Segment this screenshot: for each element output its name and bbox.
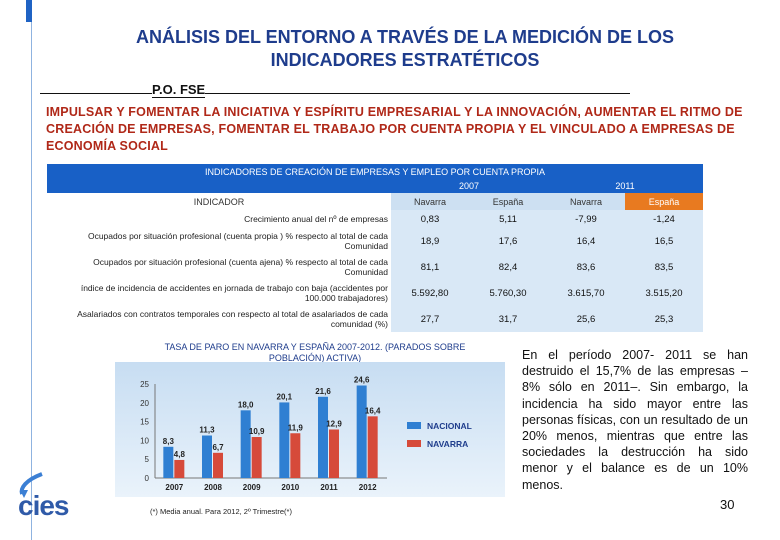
logo-swoosh-icon xyxy=(19,472,43,498)
data-label: 8,3 xyxy=(163,437,175,446)
table-cell: 16,5 xyxy=(625,228,703,254)
data-label: 21,6 xyxy=(315,387,331,396)
bar-nacional-2011 xyxy=(318,396,328,478)
bar-navarra-2012 xyxy=(367,416,378,478)
indicator-column-header: INDICADOR xyxy=(47,193,391,210)
cies-logo: cies xyxy=(12,470,84,526)
indicators-table: INDICADORES DE CREACIÓN DE EMPRESAS Y EM… xyxy=(47,164,703,332)
legend-swatch-nacional xyxy=(407,422,421,429)
table-header: INDICADORES DE CREACIÓN DE EMPRESAS Y EM… xyxy=(47,164,703,179)
data-label: 20,1 xyxy=(277,392,293,401)
legend-swatch-navarra xyxy=(407,440,421,447)
row-label: Asalariados con contratos temporales con… xyxy=(47,306,391,332)
data-label: 16,4 xyxy=(365,406,381,415)
y-tick-label: 5 xyxy=(145,455,150,464)
bar-nacional-2009 xyxy=(240,410,251,478)
table-row: Asalariados con contratos temporales con… xyxy=(47,306,703,332)
x-tick-label: 2011 xyxy=(320,483,338,492)
data-label: 11,3 xyxy=(199,426,215,435)
bar-navarra-2008 xyxy=(213,452,223,478)
data-label: 11,9 xyxy=(288,423,304,432)
x-tick-label: 2010 xyxy=(281,483,299,492)
table-cell: 5.760,30 xyxy=(469,280,547,306)
program-label: P.O. FSE xyxy=(152,82,206,98)
col-espana-2007: España xyxy=(469,193,547,210)
table-row: índice de incidencia de accidentes en jo… xyxy=(47,280,703,306)
table-cell: 83,6 xyxy=(547,254,625,280)
bar-nacional-2012 xyxy=(356,385,367,478)
chart-title: TASA DE PARO EN NAVARRA Y ESPAÑA 2007-20… xyxy=(164,342,466,363)
bar-nacional-2007 xyxy=(163,446,174,478)
bar-navarra-2011 xyxy=(329,429,339,478)
data-label: 4,8 xyxy=(174,450,186,459)
table-cell: -7,99 xyxy=(547,210,625,228)
table-cell: 31,7 xyxy=(469,306,547,332)
x-tick-label: 2007 xyxy=(165,483,183,492)
table-cell: 25,3 xyxy=(625,306,703,332)
data-label: 10,9 xyxy=(249,427,265,436)
legend-label-nacional: NACIONAL xyxy=(427,421,472,431)
col-espana-2011: España xyxy=(625,193,703,210)
x-tick-label: 2012 xyxy=(359,483,377,492)
x-tick-label: 2008 xyxy=(204,483,222,492)
year-2007: 2007 xyxy=(391,179,547,193)
bar-nacional-2010 xyxy=(279,402,290,478)
y-tick-label: 0 xyxy=(145,474,150,483)
table-row: Ocupados por situación profesional (cuen… xyxy=(47,228,703,254)
row-label: índice de incidencia de accidentes en jo… xyxy=(47,280,391,306)
table-cell: 18,9 xyxy=(391,228,469,254)
objective-headline: IMPULSAR Y FOMENTAR LA INICIATIVA Y ESPÍ… xyxy=(46,105,743,153)
table-cell: 83,5 xyxy=(625,254,703,280)
table-cell: 81,1 xyxy=(391,254,469,280)
data-label: 12,9 xyxy=(326,419,342,428)
y-tick-label: 20 xyxy=(140,399,149,408)
chart-footnote: (*) Media anual. Para 2012, 2º Trimestre… xyxy=(150,507,292,516)
table-row: Crecimiento anual del nº de empresas 0,8… xyxy=(47,210,703,228)
table-cell: 16,4 xyxy=(547,228,625,254)
bar-navarra-2007 xyxy=(174,459,185,478)
table-cell: 5,11 xyxy=(469,210,547,228)
row-label: Ocupados por situación profesional (cuen… xyxy=(47,228,391,254)
data-label: 18,0 xyxy=(238,400,254,409)
table-cell: 25,6 xyxy=(547,306,625,332)
unemployment-chart: 0 5 10 15 20 25 2007 2008 2009 2010 2011 2012 8,3 4,… xyxy=(115,362,505,497)
analysis-paragraph: En el período 2007- 2011 se han destruid… xyxy=(522,348,748,492)
left-accent-bar xyxy=(0,0,32,540)
table-cell: 0,83 xyxy=(391,210,469,228)
table-cell: 3.615,70 xyxy=(547,280,625,306)
page-number: 30 xyxy=(720,497,735,512)
row-label: Ocupados por situación profesional (cuen… xyxy=(47,254,391,280)
year-2011: 2011 xyxy=(547,179,703,193)
table-cell: 5.592,80 xyxy=(391,280,469,306)
table-cell: -1,24 xyxy=(625,210,703,228)
y-tick-label: 25 xyxy=(140,380,149,389)
data-label: 24,6 xyxy=(354,376,370,385)
program-subtitle: P.O. FSE xyxy=(40,82,631,98)
x-tick-label: 2009 xyxy=(243,483,261,492)
bar-navarra-2009 xyxy=(251,437,262,478)
logo-text: cies xyxy=(18,490,69,521)
col-navarra-2011: Navarra xyxy=(547,193,625,210)
page-title-line1: ANÁLISIS DEL ENTORNO A TRAVÉS DE LA MEDI… xyxy=(135,27,675,47)
data-label: 6,7 xyxy=(212,443,224,452)
table-cell: 82,4 xyxy=(469,254,547,280)
col-navarra-2007: Navarra xyxy=(391,193,469,210)
legend-label-navarra: NAVARRA xyxy=(427,439,468,449)
table-cell: 3.515,20 xyxy=(625,280,703,306)
y-tick-label: 15 xyxy=(140,418,149,427)
table-cell: 17,6 xyxy=(469,228,547,254)
page-title: ANÁLISIS DEL ENTORNO A TRAVÉS DE LA MEDI… xyxy=(80,26,730,72)
y-tick-label: 10 xyxy=(140,436,149,445)
table-row: Ocupados por situación profesional (cuen… xyxy=(47,254,703,280)
row-label: Crecimiento anual del nº de empresas xyxy=(47,210,391,228)
page-title-line2: INDICADORES ESTRATÉTICOS xyxy=(270,50,540,70)
bar-nacional-2008 xyxy=(202,435,212,478)
table-cell: 27,7 xyxy=(391,306,469,332)
bar-navarra-2010 xyxy=(290,433,301,478)
